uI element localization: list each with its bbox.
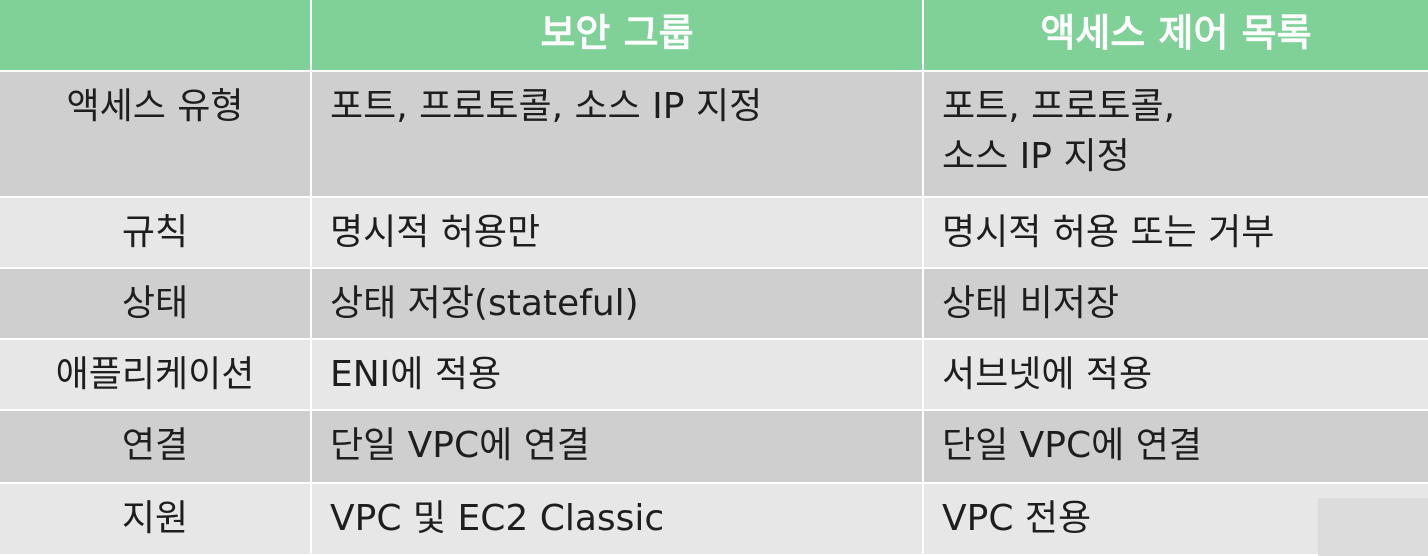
header-empty-cell xyxy=(0,0,312,72)
row-label: 연결 xyxy=(0,411,312,484)
row-label: 규칙 xyxy=(0,198,312,269)
security-group-value: 단일 VPC에 연결 xyxy=(312,411,924,484)
security-group-value: 상태 저장(stateful) xyxy=(312,269,924,340)
row-label: 애플리케이션 xyxy=(0,340,312,411)
header-access-control-list: 액세스 제어 목록 xyxy=(924,0,1428,72)
header-security-group: 보안 그룹 xyxy=(312,0,924,72)
row-label: 상태 xyxy=(0,269,312,340)
security-group-value: ENI에 적용 xyxy=(312,340,924,411)
corner-shading xyxy=(1318,498,1428,556)
acl-value: 단일 VPC에 연결 xyxy=(924,411,1428,484)
security-group-value: VPC 및 EC2 Classic xyxy=(312,484,924,556)
security-group-value: 명시적 허용만 xyxy=(312,198,924,269)
acl-value: 상태 비저장 xyxy=(924,269,1428,340)
row-label: 지원 xyxy=(0,484,312,556)
acl-value: 명시적 허용 또는 거부 xyxy=(924,198,1428,269)
acl-value: 포트, 프로토콜, 소스 IP 지정 xyxy=(924,72,1428,198)
acl-value: 서브넷에 적용 xyxy=(924,340,1428,411)
row-label: 액세스 유형 xyxy=(0,72,312,198)
security-group-value: 포트, 프로토콜, 소스 IP 지정 xyxy=(312,72,924,198)
